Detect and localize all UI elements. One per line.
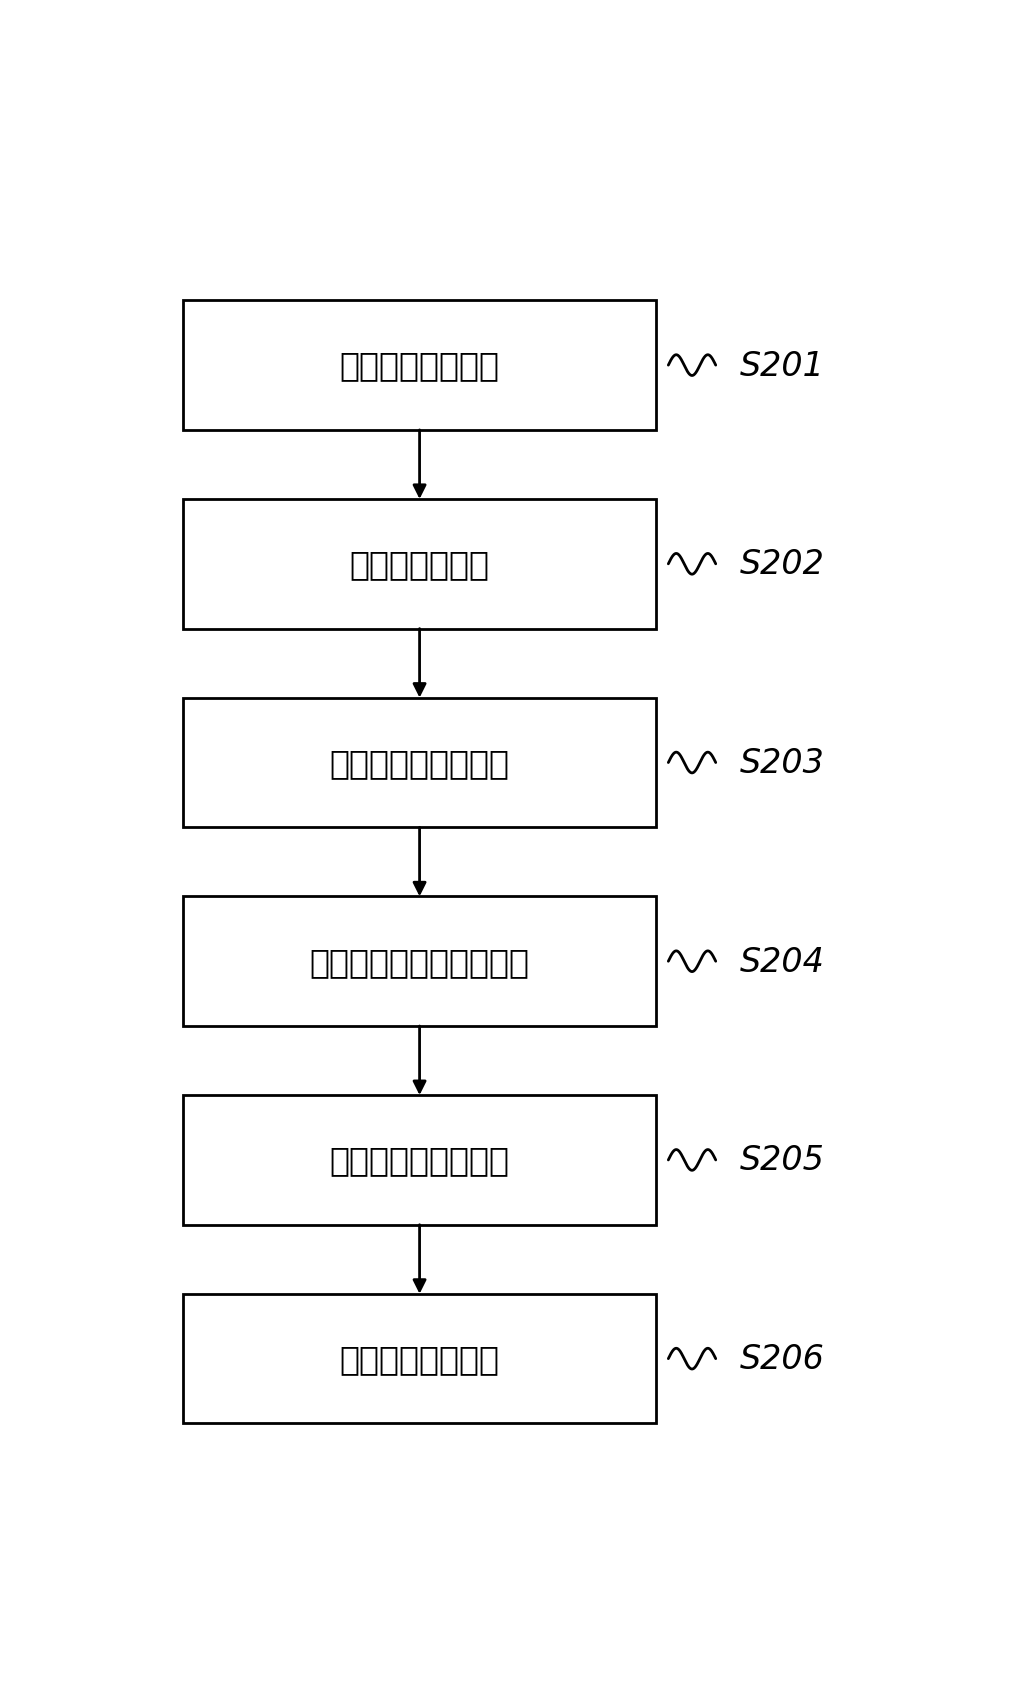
Bar bbox=[182, 500, 656, 629]
Text: S201: S201 bbox=[740, 350, 824, 382]
Text: S202: S202 bbox=[740, 548, 824, 580]
Text: S203: S203 bbox=[740, 747, 824, 779]
Bar bbox=[182, 1095, 656, 1224]
Text: 透明阴极层形成步骤: 透明阴极层形成步骤 bbox=[329, 1144, 510, 1177]
Bar bbox=[182, 301, 656, 431]
Text: 电极引线形成步骤: 电极引线形成步骤 bbox=[339, 350, 499, 382]
Bar bbox=[182, 897, 656, 1026]
Bar bbox=[182, 698, 656, 828]
Bar bbox=[182, 1293, 656, 1423]
Text: S205: S205 bbox=[740, 1144, 824, 1177]
Text: S204: S204 bbox=[740, 945, 824, 979]
Text: 有机发光材料层形成步骤: 有机发光材料层形成步骤 bbox=[310, 945, 530, 979]
Text: 导电层形成步骤: 导电层形成步骤 bbox=[350, 548, 489, 580]
Text: S206: S206 bbox=[740, 1342, 824, 1376]
Text: 像素定义层形成步骤: 像素定义层形成步骤 bbox=[329, 747, 510, 779]
Text: 接触衬坠形成步骤: 接触衬坠形成步骤 bbox=[339, 1342, 499, 1376]
